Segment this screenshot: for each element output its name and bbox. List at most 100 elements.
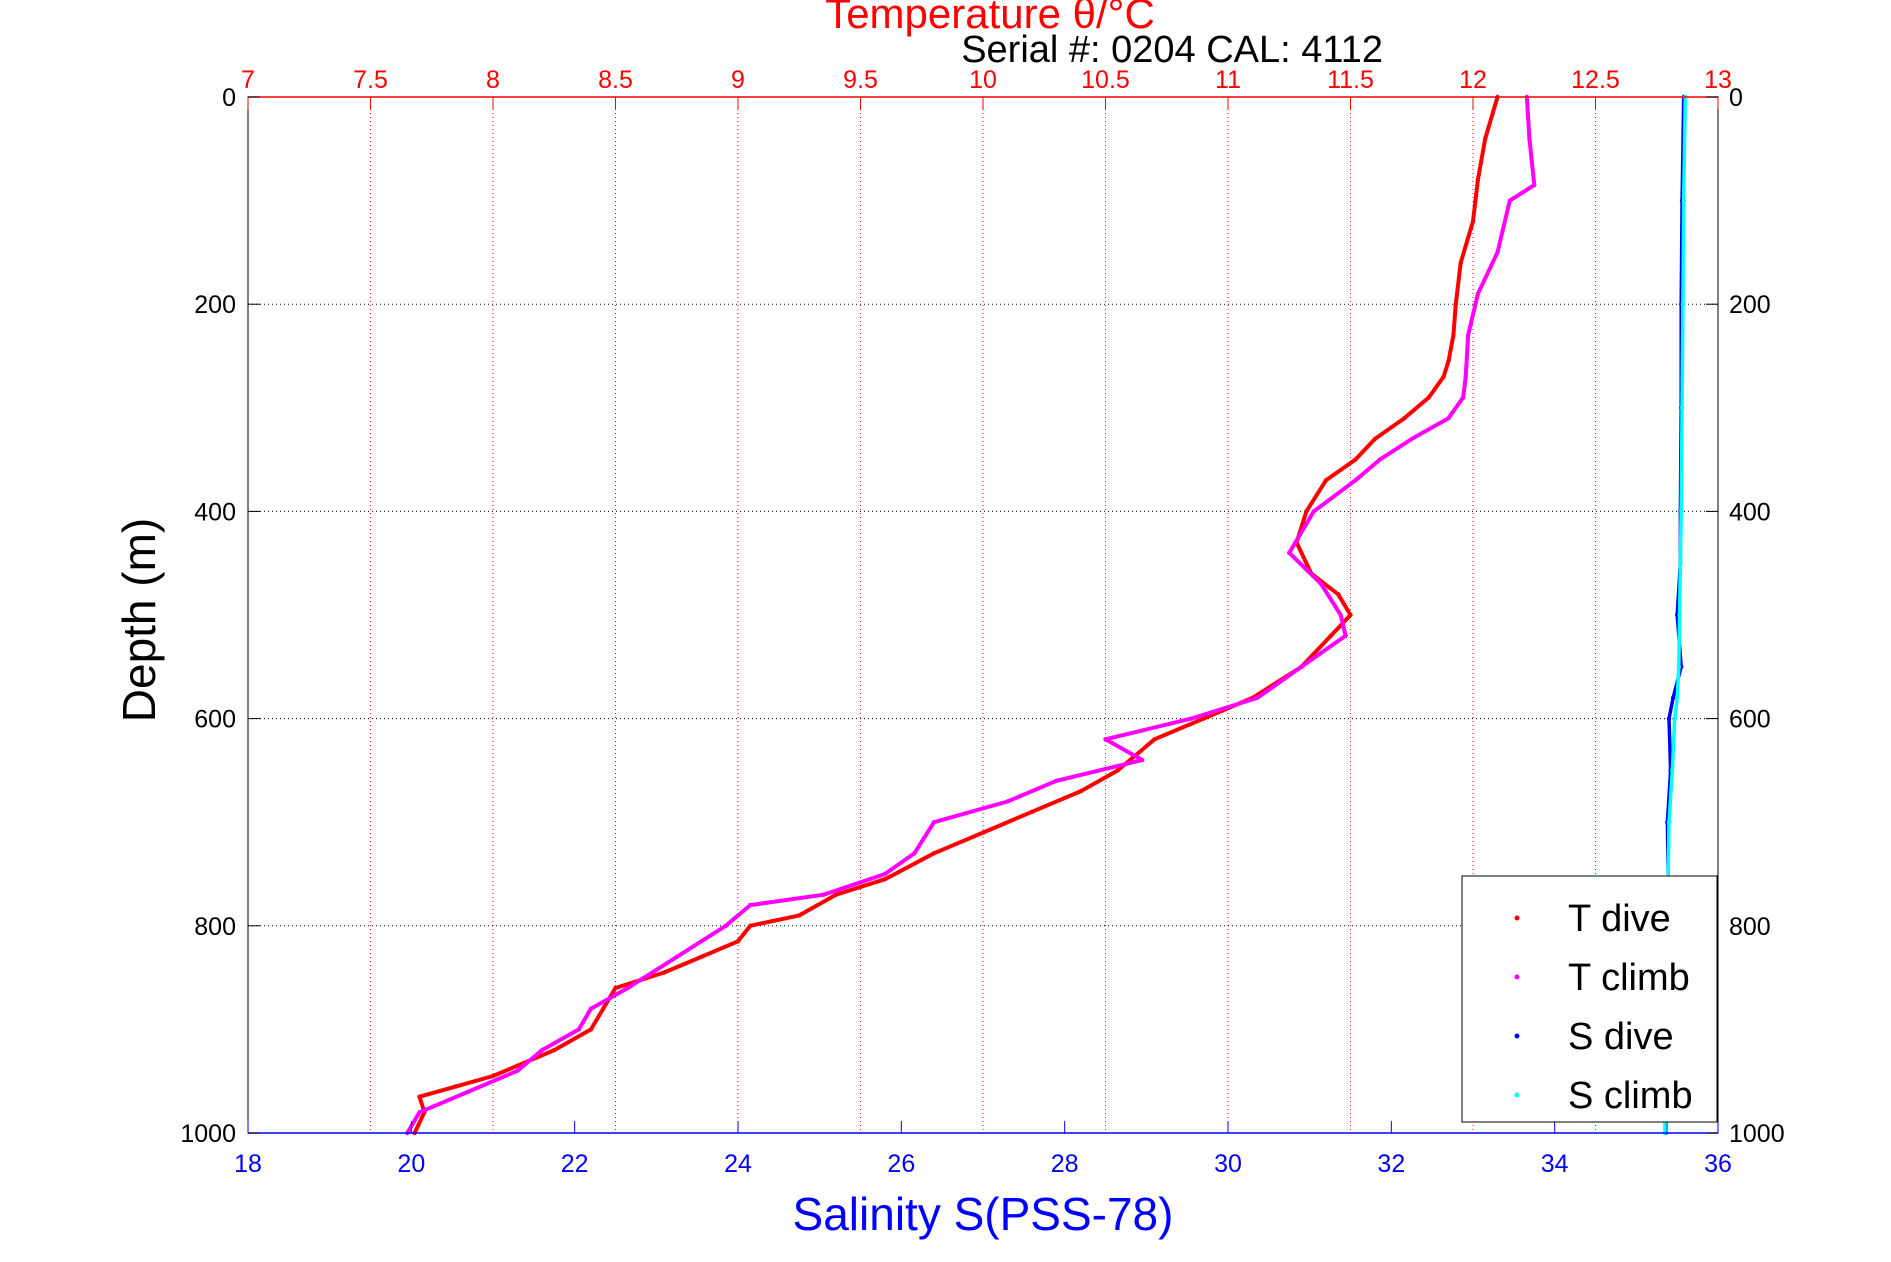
temperature-tick-label: 7.5 xyxy=(353,66,388,94)
temperature-tick-label: 10 xyxy=(969,66,997,94)
data-point xyxy=(515,1063,520,1068)
data-point xyxy=(1201,716,1206,721)
data-point xyxy=(1451,333,1456,338)
data-point xyxy=(1672,716,1677,721)
data-point xyxy=(882,871,888,877)
data-point xyxy=(515,1068,520,1074)
data-point xyxy=(1287,550,1292,556)
depth-tick-label-left: 800 xyxy=(194,913,236,941)
chart-subtitle: Serial #: 0204 CAL: 4112 xyxy=(961,29,1383,71)
salinity-tick-label: 22 xyxy=(561,1150,589,1178)
data-point xyxy=(1532,182,1537,188)
data-point xyxy=(1005,799,1010,804)
data-point xyxy=(1029,809,1035,815)
data-point xyxy=(748,902,753,908)
data-point xyxy=(601,1006,606,1011)
data-point xyxy=(1461,395,1466,400)
data-point xyxy=(735,939,741,944)
data-point xyxy=(1353,478,1358,483)
data-point xyxy=(1483,136,1488,141)
temperature-tick-label: 8.5 xyxy=(598,66,633,94)
depth-tick-label-left: 200 xyxy=(194,291,236,319)
temperature-tick-label: 8 xyxy=(486,66,500,94)
depth-tick-label-left: 400 xyxy=(194,498,236,526)
data-point xyxy=(466,1089,471,1094)
chart-title: Temperature θ/°C xyxy=(825,0,1155,37)
data-point xyxy=(1463,374,1468,379)
data-point xyxy=(1311,509,1316,514)
data-point xyxy=(1140,757,1145,763)
salinity-tick-label: 36 xyxy=(1704,1150,1732,1178)
data-point xyxy=(1458,260,1463,265)
data-point xyxy=(1409,436,1414,442)
grid-lines xyxy=(248,97,1718,1133)
legend-label: T dive xyxy=(1568,898,1671,940)
salinity-tick-label: 32 xyxy=(1377,1150,1405,1178)
data-point xyxy=(1465,333,1471,338)
data-point xyxy=(1189,716,1194,721)
legend-box xyxy=(1461,875,1718,1123)
data-point xyxy=(490,1073,496,1079)
data-point xyxy=(662,970,667,975)
data-point xyxy=(1670,768,1675,773)
legend-label: S climb xyxy=(1568,1075,1693,1117)
salinity-tick-label: 20 xyxy=(397,1150,425,1178)
data-point xyxy=(1446,358,1451,364)
legend-marker xyxy=(1514,915,1520,921)
y-axis-label: Depth (m) xyxy=(113,518,165,722)
data-point xyxy=(1338,612,1343,618)
salinity-tick-label: 30 xyxy=(1214,1150,1242,1178)
data-point xyxy=(1470,219,1476,224)
data-point xyxy=(1475,291,1481,297)
depth-tick-label-right: 200 xyxy=(1729,291,1771,319)
data-point xyxy=(1676,664,1682,669)
legend-label: T climb xyxy=(1568,957,1690,999)
data-point xyxy=(699,954,704,960)
data-point xyxy=(1336,592,1341,597)
temperature-tick-label: 9.5 xyxy=(843,66,878,94)
depth-tick-label-left: 0 xyxy=(222,84,236,112)
legend-marker xyxy=(1514,974,1520,980)
data-point xyxy=(1495,250,1500,255)
data-point xyxy=(797,913,802,918)
data-point xyxy=(1426,395,1432,400)
data-point xyxy=(1353,457,1358,462)
salinity-tick-label: 34 xyxy=(1541,1150,1569,1178)
depth-tick-label-right: 400 xyxy=(1729,498,1771,526)
data-point xyxy=(1666,716,1672,721)
data-point xyxy=(1343,633,1348,638)
temperature-tick-label: 10.5 xyxy=(1081,66,1130,94)
series-line xyxy=(405,96,1537,1135)
data-point xyxy=(1115,768,1120,773)
data-point xyxy=(1475,177,1481,183)
data-point xyxy=(417,1094,422,1099)
series-t-climb xyxy=(405,94,1537,1136)
series-line xyxy=(412,96,1500,1134)
data-point xyxy=(1103,737,1108,742)
data-point xyxy=(1446,415,1451,421)
data-point xyxy=(674,954,679,960)
depth-tick-label-left: 1000 xyxy=(180,1120,236,1148)
data-point xyxy=(1681,198,1686,203)
data-point xyxy=(882,876,888,882)
data-point xyxy=(1318,581,1324,587)
data-point xyxy=(931,851,937,856)
data-point xyxy=(588,1006,594,1011)
temperature-tick-label: 13 xyxy=(1704,66,1732,94)
temperature-tick-label: 11.5 xyxy=(1327,66,1374,94)
data-point xyxy=(1078,788,1084,794)
data-point xyxy=(1323,478,1329,483)
data-point xyxy=(1377,457,1383,462)
depth-tick-label-right: 600 xyxy=(1729,706,1771,734)
depth-tick-label-right: 0 xyxy=(1729,84,1743,112)
data-point xyxy=(1527,136,1532,141)
data-point xyxy=(454,1084,459,1089)
data-point xyxy=(1328,633,1334,638)
data-point xyxy=(748,923,753,928)
depth-tick-label-left: 600 xyxy=(194,706,236,734)
data-point xyxy=(1678,561,1683,566)
data-point xyxy=(1507,198,1512,203)
legend-label: S dive xyxy=(1568,1016,1674,1058)
legend: T dive T climb S dive S climb xyxy=(1461,875,1718,1123)
